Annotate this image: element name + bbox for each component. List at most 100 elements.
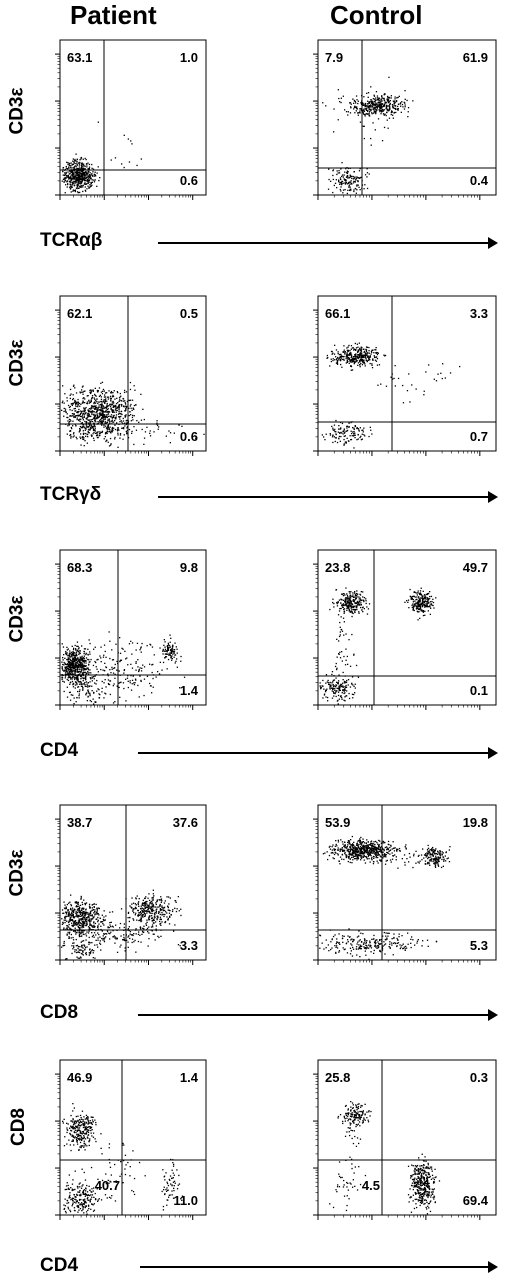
event-dot	[105, 686, 107, 688]
event-dot	[355, 179, 357, 181]
event-dot	[85, 163, 88, 165]
event-dot	[70, 186, 73, 188]
event-dot	[109, 403, 111, 405]
event-dot	[75, 171, 77, 173]
event-dot	[110, 159, 112, 161]
event-dot	[342, 433, 344, 435]
event-dot	[418, 600, 420, 602]
event-dot	[100, 396, 102, 398]
event-dot	[441, 377, 443, 380]
event-dot	[121, 413, 123, 416]
event-dot	[114, 663, 116, 666]
event-dot	[338, 674, 340, 676]
event-dot	[329, 434, 332, 436]
event-dot	[143, 911, 145, 914]
event-dot	[394, 100, 396, 102]
event-dot	[78, 186, 81, 188]
event-dot	[84, 918, 86, 920]
event-dot	[72, 916, 75, 918]
event-dot	[86, 418, 88, 420]
event-dot	[104, 422, 106, 424]
event-dot	[384, 103, 386, 105]
event-dot	[81, 918, 83, 920]
event-dot	[73, 173, 75, 175]
event-dot	[74, 901, 77, 903]
event-dot	[61, 909, 64, 911]
event-dot	[169, 897, 171, 899]
event-dot	[147, 905, 150, 907]
event-dot	[349, 174, 351, 176]
event-dot	[84, 919, 87, 922]
event-dot	[107, 679, 110, 681]
event-dot	[340, 357, 342, 359]
event-dot	[329, 681, 331, 684]
event-dot	[164, 650, 166, 652]
event-dot	[345, 179, 347, 181]
event-dot	[83, 390, 85, 392]
event-dot	[371, 364, 373, 366]
event-dot	[89, 175, 91, 177]
event-dot	[86, 172, 88, 175]
event-dot	[332, 679, 334, 681]
event-dot	[91, 685, 93, 687]
event-dot	[353, 433, 355, 435]
event-dot	[159, 647, 161, 649]
event-dot	[71, 915, 73, 917]
event-dot	[66, 696, 69, 698]
quadrant-top-left-value: 23.8	[325, 560, 350, 575]
event-dot	[338, 97, 340, 100]
event-dot	[365, 598, 367, 600]
event-dot	[62, 921, 64, 923]
event-dot	[332, 434, 334, 436]
event-dot	[388, 76, 390, 78]
event-dot	[72, 175, 74, 178]
event-dot	[76, 641, 79, 643]
event-dot	[90, 400, 92, 403]
event-dot	[96, 679, 98, 682]
event-dot	[61, 643, 63, 645]
event-dot	[96, 907, 98, 909]
event-dot	[72, 385, 75, 387]
event-dot	[74, 658, 76, 661]
event-dot	[387, 127, 389, 129]
event-dot	[70, 167, 72, 169]
event-dot	[416, 607, 418, 610]
event-dot	[65, 906, 67, 908]
event-dot	[63, 927, 65, 929]
event-dot	[97, 921, 99, 923]
event-dot	[81, 415, 83, 417]
event-dot	[65, 911, 67, 913]
event-dot	[341, 180, 344, 183]
event-dot	[134, 903, 136, 905]
event-dot	[94, 682, 96, 684]
event-dot	[355, 356, 357, 358]
event-dot	[70, 393, 72, 395]
event-dot	[66, 925, 68, 927]
event-dot	[82, 438, 84, 440]
event-dot	[82, 430, 84, 432]
event-dot	[167, 658, 170, 661]
event-dot	[79, 927, 81, 929]
event-dot	[344, 689, 346, 691]
event-dot	[82, 683, 84, 685]
event-dot	[98, 689, 100, 691]
event-dot	[329, 365, 331, 367]
event-dot	[375, 113, 377, 115]
event-dot	[77, 665, 79, 667]
event-dot	[363, 96, 365, 98]
event-dot	[93, 173, 95, 175]
event-dot	[67, 420, 69, 422]
event-dot	[82, 666, 84, 668]
event-dot	[79, 172, 82, 174]
event-dot	[102, 421, 104, 423]
event-dot	[369, 101, 371, 103]
event-dot	[165, 656, 168, 658]
event-dot	[331, 687, 333, 689]
event-dot	[71, 680, 74, 683]
event-dot	[70, 933, 72, 936]
event-dot	[344, 594, 346, 596]
event-dot	[339, 621, 341, 624]
event-dot	[93, 932, 96, 934]
event-dot	[358, 430, 360, 432]
event-dot	[79, 907, 81, 909]
